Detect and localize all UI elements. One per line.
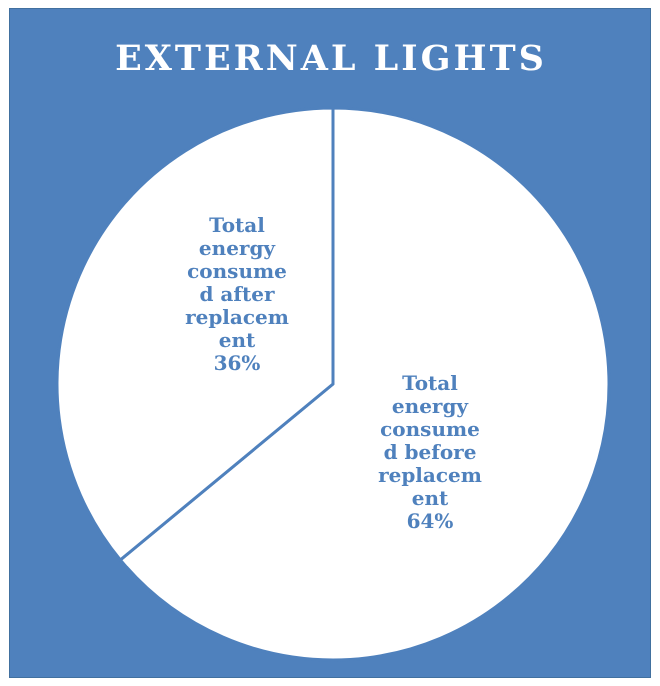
pie-slice-label-line: d before (384, 440, 477, 464)
pie-slice-label-0: Total energy consume d before replacem ent 64% (378, 371, 482, 533)
pie-slice-label-line: replacem (378, 463, 482, 487)
pie-slice-1 (55, 106, 335, 562)
pie-slice-label-line: ent (219, 328, 256, 352)
pie-slice-label-line: energy (392, 394, 470, 418)
pie-slice-label-line: replacem (185, 305, 289, 329)
pie-slice-label-1: Total energy consume d after replacem ent 36% (185, 213, 289, 375)
pie-slice-label-line: consume (187, 259, 287, 283)
pie-slice-label-line: Total (209, 213, 265, 237)
pie-slice-label-line: ent (412, 486, 449, 510)
pie-slice-label-line: d after (199, 282, 274, 306)
pie-slice-label-line: 36% (214, 351, 261, 375)
chart-title: EXTERNAL LIGHTS (115, 38, 547, 79)
pie-slice-label-line: 64% (407, 509, 454, 533)
pie-slice-0 (118, 106, 611, 662)
pie-slice-label-line: consume (380, 417, 480, 441)
pie-slice-label-line: Total (402, 371, 458, 395)
pie-slice-label-line: energy (199, 236, 277, 260)
